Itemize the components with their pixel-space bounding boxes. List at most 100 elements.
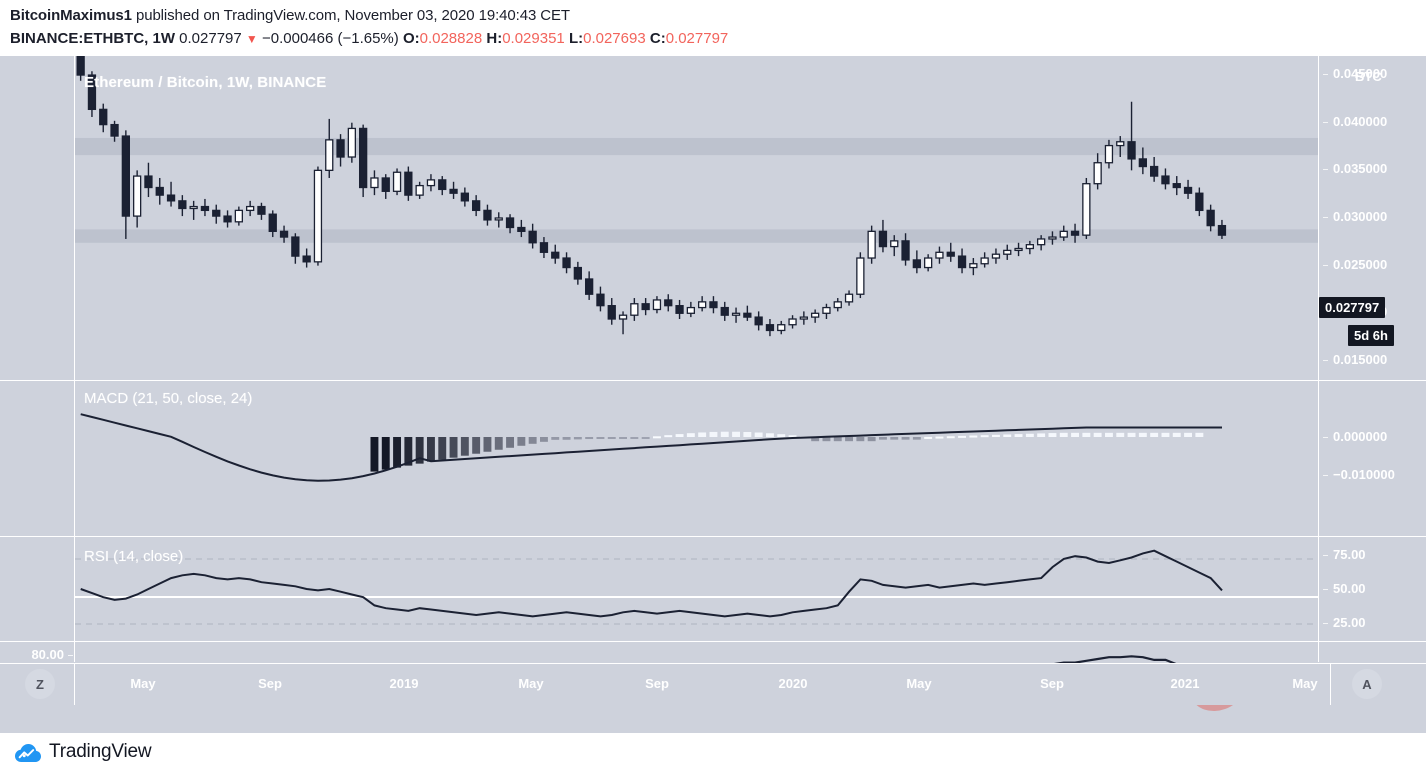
candle [1070,230,1080,236]
time-axis-divider [0,663,1426,664]
candle [935,251,944,259]
candle [155,186,164,196]
candle [449,188,458,194]
macd-histogram-bar [1093,432,1102,437]
zoom-reset-button[interactable]: Z [25,669,55,699]
candle [212,209,221,217]
macd-pane[interactable]: MACD (21, 50, close, 24) [0,381,1426,536]
candle [505,217,515,229]
candle [381,177,390,192]
time-axis-label: Sep [645,676,669,691]
candle [991,253,1001,259]
left-axis-divider [74,56,75,662]
macd-histogram-bar [1150,432,1159,437]
pane-divider [0,380,1426,381]
auto-scale-button[interactable]: A [1352,669,1382,699]
price-plot[interactable] [0,56,1426,380]
price-axis-tickmark [1323,360,1328,362]
author-name[interactable]: BitcoinMaximus1 [10,7,132,24]
candle [1183,186,1193,194]
candle [810,312,820,318]
rsi-pane[interactable]: RSI (14, close) [0,537,1426,641]
macd-histogram [370,431,1204,472]
candle [901,240,910,261]
symbol-label[interactable]: BINANCE:ETHBTC, 1W [10,30,175,47]
time-axis-label: May [518,676,544,691]
macd-histogram-bar [1003,434,1012,437]
candle [223,215,232,223]
chart-canvas[interactable]: Ethereum / Bitcoin, 1W, BINANCE MACD (21… [0,56,1426,733]
candle [132,175,142,217]
time-axis-right-divider [1330,663,1331,705]
candle [788,318,797,326]
candle [1048,236,1057,240]
macd-axis-tick-label: 0.000000 [1333,429,1388,444]
candle [596,293,605,307]
time-axis-label: Sep [258,676,282,691]
candle [279,230,289,238]
candle [415,184,424,196]
macd-histogram-bar [912,437,921,440]
time-axis-label: 2021 [1170,676,1200,691]
macd-histogram-bar [585,437,594,440]
candle [347,127,357,158]
macd-histogram-bar [641,437,650,439]
open-value: 0.028828 [419,30,483,47]
macd-histogram-bar [1161,432,1170,437]
macd-histogram-bar [991,434,1000,437]
publication-info: published on TradingView.com, November 0… [135,7,570,24]
candle [607,305,616,320]
price-axis-tick-label: 0.015000 [1333,352,1388,368]
candle [245,205,255,212]
macd-histogram-bar [494,437,503,450]
macd-histogram-bar [472,437,481,454]
candle [923,257,933,269]
macd-histogram-bar [562,437,571,440]
candle [392,171,402,192]
candle [166,194,176,202]
candle [313,169,323,263]
time-axis[interactable]: Z A May Sep 2019 May Sep 2020 May Sep 2021 May [0,663,1426,705]
macd-histogram-bar [652,436,661,439]
candle [404,171,413,196]
candle [641,303,650,311]
candle [754,316,763,326]
tradingview-logo[interactable]: TradingView [15,741,152,763]
macd-histogram-bar [833,437,842,442]
macd-histogram-bar [980,435,989,438]
candle [1127,141,1136,160]
macd-signal-line [80,413,1222,482]
candle [573,266,583,280]
support-zone [75,229,1318,243]
candle [99,108,108,126]
candle [743,312,752,318]
macd-plot[interactable] [0,381,1426,536]
macd-histogram-bar [596,437,605,439]
price-axis-tickmark [1323,217,1328,219]
macd-histogram-bar [528,437,537,444]
candle [652,299,662,311]
candlestick-series [76,56,1227,337]
candle [426,179,436,187]
candle [302,255,311,263]
candle [675,305,684,314]
candle [799,316,809,320]
high-value: 0.029351 [502,30,565,47]
candle [471,200,481,212]
macd-histogram-bar [743,431,752,437]
price-axis-tick-label: 0.030000 [1333,209,1388,225]
candle [844,293,854,303]
macd-axis-tick-label: −0.010000 [1333,467,1395,482]
price-zone-bands [75,137,1318,243]
candle [720,306,729,316]
stoch-axis-tickmark [68,655,73,657]
candle [1206,209,1215,227]
price-pane[interactable]: Ethereum / Bitcoin, 1W, BINANCE [0,56,1426,380]
macd-histogram-bar [381,437,390,470]
open-label: O: [402,30,420,47]
pane-divider [0,536,1426,537]
price-axis-tick-label: 0.035000 [1333,161,1388,177]
macd-histogram-bar [788,435,797,438]
candle [957,255,967,269]
rsi-plot[interactable] [0,537,1426,641]
